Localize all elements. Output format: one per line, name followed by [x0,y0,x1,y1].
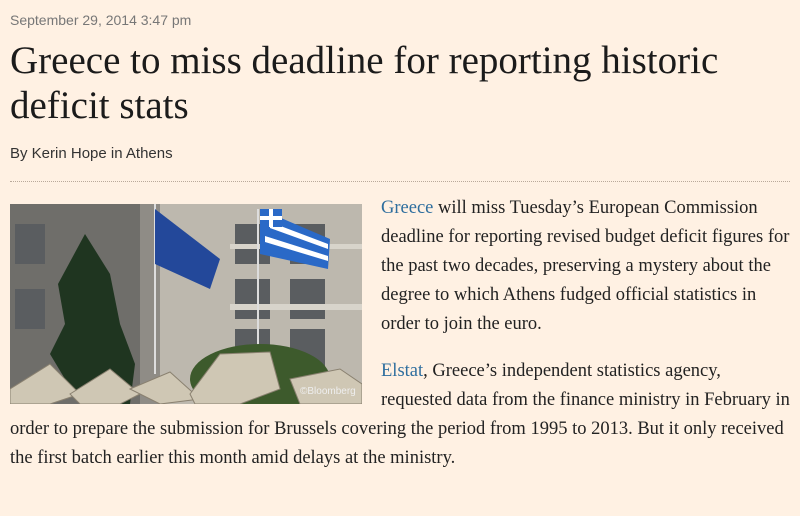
headline: Greece to miss deadline for reporting hi… [10,39,719,127]
paragraph-text: will miss Tuesday’s European Commission … [381,198,790,334]
paragraph: Elstat, Greece’s independent statistics … [10,357,790,473]
paragraph-text: , Greece’s independent statistics agency… [10,361,790,468]
article: ©Bloomberg Greece will miss Tuesday’s Eu… [10,194,790,491]
dateline: September 29, 2014 3:47 pm [10,12,192,28]
paragraph-link[interactable]: Elstat [381,361,424,381]
article-photo: ©Bloomberg [10,204,362,404]
divider [10,181,790,182]
photo-credit: ©Bloomberg [300,386,356,397]
paragraph-link[interactable]: Greece [381,198,434,218]
paragraph: Greece will miss Tuesday’s European Comm… [10,194,790,339]
byline: By Kerin Hope in Athens [10,145,173,162]
